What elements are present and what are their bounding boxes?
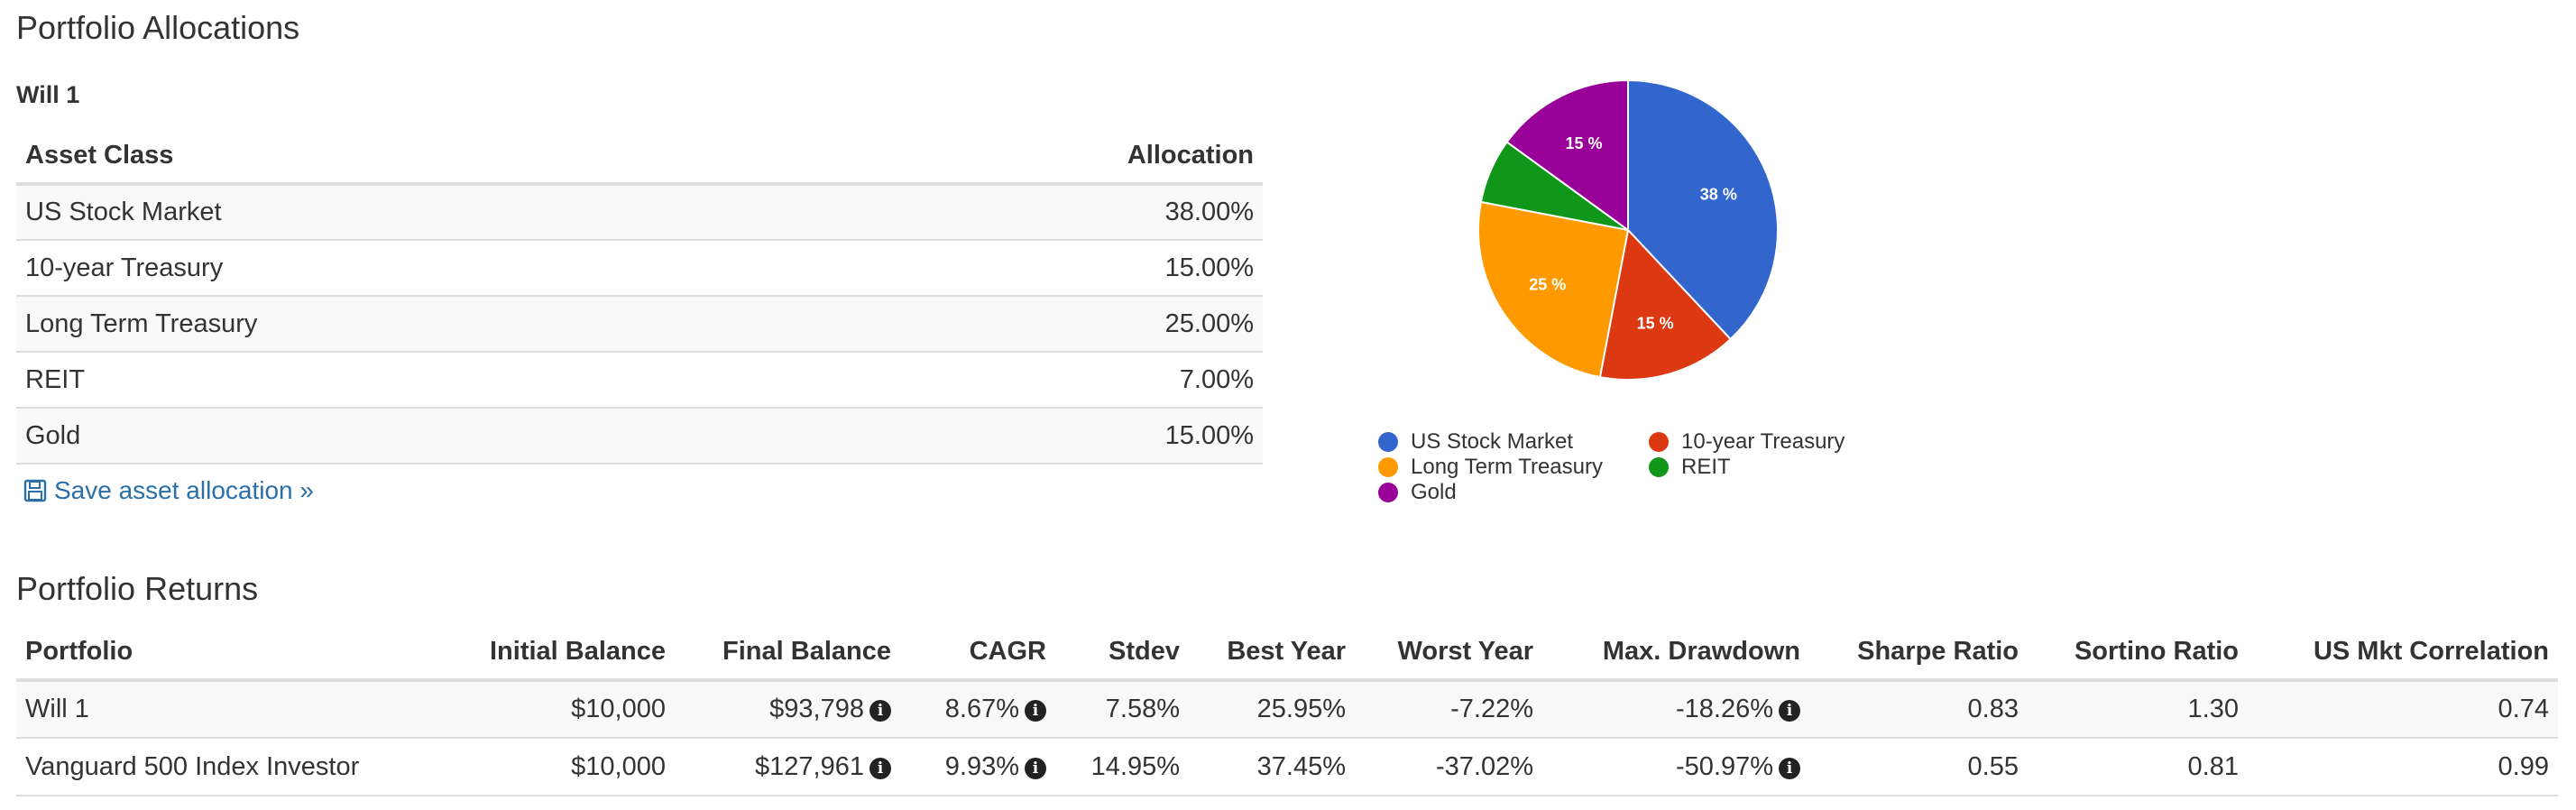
legend-item-gold[interactable]: Gold [1378, 480, 1457, 505]
allocation-cell: 25.00% [806, 296, 1263, 353]
max-drawdown-header: Max. Drawdown [1542, 624, 1809, 682]
portfolio-cell: Vanguard 500 Index Investor [16, 738, 440, 796]
sharpe-ratio-header: Sharpe Ratio [1809, 624, 2028, 682]
asset-class-cell: US Stock Market [16, 184, 807, 241]
stdev-cell: 7.58% [1055, 680, 1189, 739]
legend-item-long-term-treasury[interactable]: Long Term Treasury [1378, 455, 1603, 480]
legend-item-reit[interactable]: REIT [1649, 455, 1731, 480]
pie-slice-long-term-treasury[interactable] [1477, 200, 1630, 379]
cagr-value: 8.67% [944, 695, 1019, 723]
asset-class-cell: Gold [16, 408, 807, 465]
returns-table: Portfolio Initial Balance Final Balance … [16, 624, 2558, 796]
allocation-cell: 7.00% [806, 352, 1263, 409]
asset-class-cell: REIT [16, 352, 807, 409]
final-balance-cell: $127,961 i [675, 738, 900, 796]
allocation-header: Allocation [806, 128, 1263, 186]
legend-swatch [1649, 432, 1669, 452]
asset-class-cell: 10-year Treasury [16, 240, 807, 297]
info-icon[interactable]: i [1025, 700, 1046, 722]
sortino-ratio-cell: 1.30 [2028, 680, 2248, 739]
sharpe-ratio-cell: 0.55 [1809, 738, 2028, 796]
pie-data-label: 15 % [1637, 315, 1674, 333]
info-icon[interactable]: i [1779, 700, 1800, 722]
allocation-cell: 38.00% [806, 184, 1263, 241]
best-year-cell: 25.95% [1189, 680, 1355, 739]
us-mkt-correlation-cell: 0.74 [2248, 680, 2558, 739]
table-row: Vanguard 500 Index Investor $10,000 $127… [16, 738, 2558, 796]
legend-label: 10-year Treasury [1681, 429, 1845, 454]
final-balance-value: $127,961 [755, 751, 864, 781]
cagr-header: CAGR [900, 624, 1055, 682]
allocation-table: Asset Class Allocation US Stock Market 3… [16, 128, 1263, 465]
pie-data-label: 38 % [1700, 185, 1737, 203]
best-year-cell: 37.45% [1189, 738, 1355, 796]
us-mkt-correlation-header: US Mkt Correlation [2248, 624, 2558, 682]
info-icon[interactable]: i [869, 757, 891, 779]
pie-slice-10-year-treasury[interactable] [1598, 227, 1733, 381]
table-row: US Stock Market 38.00% [16, 184, 1263, 241]
legend-label: Gold [1411, 480, 1457, 504]
legend-label: US Stock Market [1411, 429, 1574, 454]
initial-balance-cell: $10,000 [440, 680, 675, 739]
asset-class-cell: Long Term Treasury [16, 296, 807, 353]
cagr-cell: 9.93% i [900, 738, 1055, 796]
worst-year-header: Worst Year [1355, 624, 1542, 682]
save-allocation-link[interactable]: Save asset allocation » [23, 476, 314, 505]
portfolio-cell: Will 1 [16, 680, 440, 739]
legend-label: Long Term Treasury [1411, 455, 1603, 479]
max-drawdown-value: -18.26% [1675, 695, 1773, 723]
portfolio-header: Portfolio [16, 624, 440, 682]
table-row: Long Term Treasury 25.00% [16, 296, 1263, 353]
floppy-disk-icon [23, 479, 47, 502]
pie-data-label: 15 % [1565, 134, 1602, 152]
worst-year-cell: -7.22% [1355, 680, 1542, 739]
sortino-ratio-cell: 0.81 [2028, 738, 2248, 796]
stdev-cell: 14.95% [1055, 738, 1189, 796]
returns-header-row: Portfolio Initial Balance Final Balance … [16, 624, 2558, 682]
final-balance-value: $93,798 [769, 695, 864, 723]
info-icon[interactable]: i [1779, 757, 1800, 779]
table-row: REIT 7.00% [16, 352, 1263, 409]
legend-item-10-year-treasury[interactable]: 10-year Treasury [1649, 429, 1845, 455]
legend-swatch [1649, 457, 1669, 477]
cagr-cell: 8.67% i [900, 680, 1055, 739]
table-row: 10-year Treasury 15.00% [16, 240, 1263, 297]
initial-balance-cell: $10,000 [440, 738, 675, 796]
worst-year-cell: -37.02% [1355, 738, 1542, 796]
stdev-header: Stdev [1055, 624, 1189, 682]
max-drawdown-value: -50.97% [1675, 751, 1773, 781]
us-mkt-correlation-cell: 0.99 [2248, 738, 2558, 796]
legend-swatch [1378, 457, 1398, 477]
allocation-cell: 15.00% [806, 408, 1263, 465]
final-balance-cell: $93,798 i [675, 680, 900, 739]
allocations-title: Portfolio Allocations [16, 9, 300, 46]
pie-slice-us-stock-market[interactable] [1627, 78, 1779, 341]
info-icon[interactable]: i [1025, 757, 1046, 779]
legend-swatch [1378, 432, 1398, 452]
asset-class-header: Asset Class [16, 128, 807, 186]
max-drawdown-cell: -50.97% i [1542, 738, 1809, 796]
allocation-cell: 15.00% [806, 240, 1263, 297]
table-row: Gold 15.00% [16, 408, 1263, 465]
pie-data-label: 25 % [1529, 276, 1566, 294]
table-row: Will 1 $10,000 $93,798 i 8.67% i 7.58% 25.… [16, 680, 2558, 739]
best-year-header: Best Year [1189, 624, 1355, 682]
pie-slice-gold[interactable] [1505, 78, 1629, 232]
sortino-ratio-header: Sortino Ratio [2028, 624, 2248, 682]
cagr-value: 9.93% [944, 751, 1019, 781]
final-balance-header: Final Balance [675, 624, 900, 682]
allocation-pie-chart: 38 % 15 % 25 % 15 % [1477, 78, 1779, 381]
returns-title: Portfolio Returns [16, 570, 259, 607]
legend-item-us-stock-market[interactable]: US Stock Market [1378, 429, 1573, 455]
portfolio-name: Will 1 [16, 81, 80, 108]
max-drawdown-cell: -18.26% i [1542, 680, 1809, 739]
legend-label: REIT [1681, 455, 1731, 479]
legend-swatch [1378, 483, 1398, 502]
save-allocation-label[interactable]: Save asset allocation » [54, 476, 314, 504]
sharpe-ratio-cell: 0.83 [1809, 680, 2028, 739]
initial-balance-header: Initial Balance [440, 624, 675, 682]
info-icon[interactable]: i [869, 700, 891, 722]
allocation-header-row: Asset Class Allocation [16, 128, 1263, 186]
